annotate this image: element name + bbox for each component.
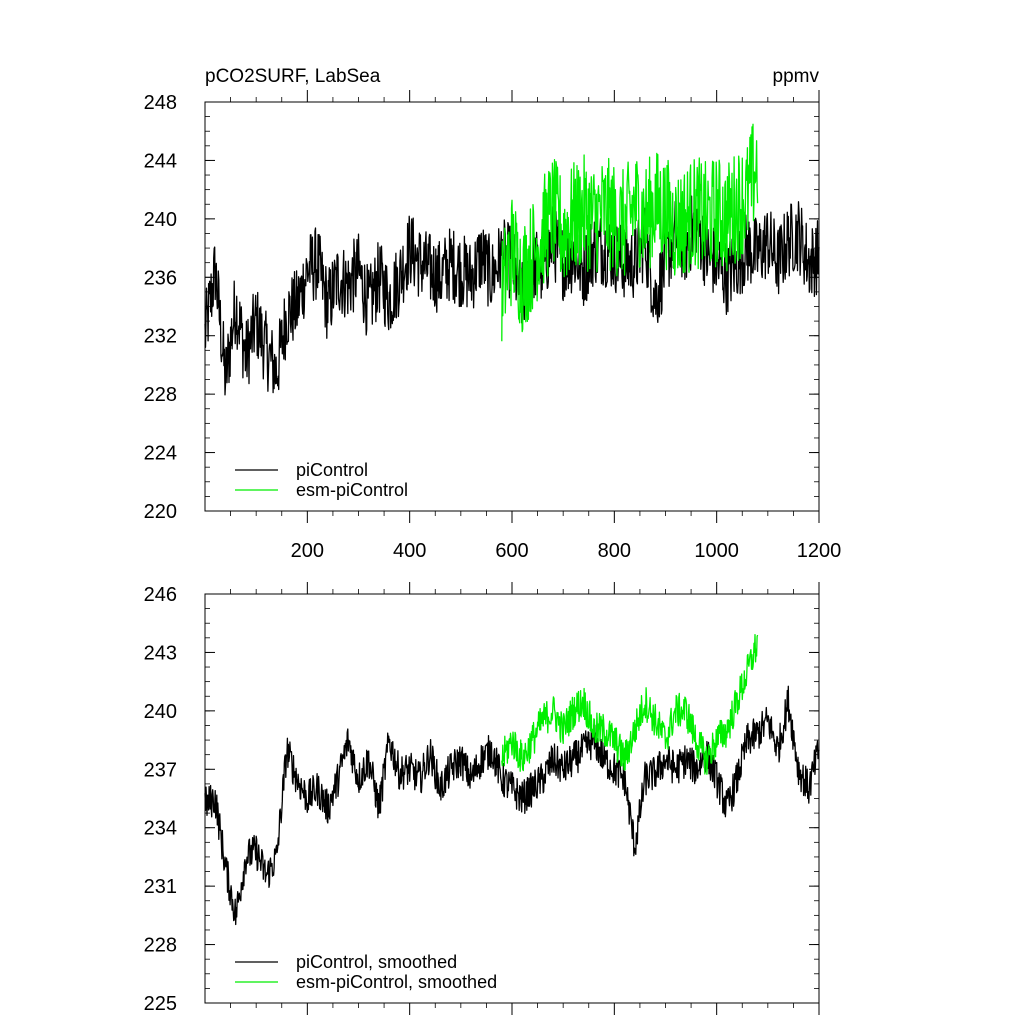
bottom-y-tick-label: 225 bbox=[144, 993, 177, 1015]
top-x-tick-label: 800 bbox=[598, 540, 631, 562]
top-y-tick-label: 232 bbox=[144, 326, 177, 348]
top-legend-label-esm-picontrol: esm-piControl bbox=[296, 480, 408, 500]
top-legend-label-picontrol: piControl bbox=[296, 460, 368, 480]
top-series-lines bbox=[204, 123, 820, 396]
bottom-series-line-picontrol-smoothed bbox=[204, 685, 820, 926]
bottom-y-tick-label: 240 bbox=[144, 701, 177, 723]
bottom-y-tick-label: 243 bbox=[144, 642, 177, 664]
top-y-tick-label: 224 bbox=[144, 443, 177, 465]
bottom-y-tick-label: 231 bbox=[144, 876, 177, 898]
top-y-tick-label: 248 bbox=[144, 92, 177, 114]
bottom-y-tick-label: 228 bbox=[144, 935, 177, 957]
top-chart-title: pCO2SURF, LabSea bbox=[205, 66, 381, 87]
bottom-panel: 225 228 231 234 237 240 243 246 piControl, smoo… bbox=[144, 582, 820, 1015]
bottom-legend-label-esm-picontrol: esm-piControl, smoothed bbox=[296, 972, 497, 992]
top-y-tick-label: 220 bbox=[144, 501, 177, 523]
top-panel: 220 224 228 232 236 240 244 248 200 400 600 800 1000… bbox=[144, 66, 842, 562]
top-y-tick-label: 228 bbox=[144, 384, 177, 406]
top-y-tick-label: 244 bbox=[144, 150, 177, 172]
top-series-line-esm-picontrol bbox=[501, 123, 759, 342]
top-x-tick-label: 600 bbox=[495, 540, 528, 562]
top-y-tick-label: 240 bbox=[144, 209, 177, 231]
bottom-y-tick-label: 246 bbox=[144, 584, 177, 606]
top-x-tick-label: 200 bbox=[291, 540, 324, 562]
bottom-series-line-esm-picontrol-smoothed bbox=[501, 634, 759, 775]
bottom-y-tick-label: 237 bbox=[144, 759, 177, 781]
top-y-tick-label: 236 bbox=[144, 267, 177, 289]
top-x-tick-label: 400 bbox=[393, 540, 426, 562]
top-chart-units: ppmv bbox=[773, 66, 820, 87]
bottom-series-lines bbox=[204, 634, 820, 926]
top-axis-ticks: 220 224 228 232 236 240 244 248 200 400 600 800 1000… bbox=[144, 90, 842, 562]
top-x-tick-label: 1000 bbox=[694, 540, 739, 562]
bottom-y-tick-label: 234 bbox=[144, 818, 177, 840]
bottom-axis-ticks: 225 228 231 234 237 240 243 246 bbox=[144, 582, 820, 1015]
top-x-tick-label: 1200 bbox=[797, 540, 842, 562]
bottom-legend-label-picontrol: piControl, smoothed bbox=[296, 952, 457, 972]
